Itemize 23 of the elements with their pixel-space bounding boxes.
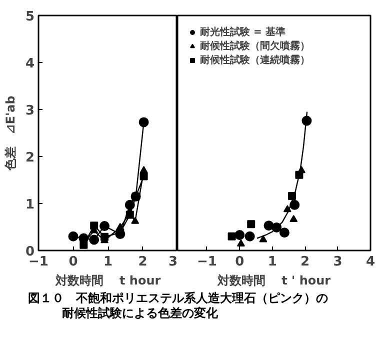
x-tick-label: 2	[300, 254, 310, 270]
x-axis-title: 対数時間 t hour	[54, 274, 161, 288]
x-tick-label: 0	[235, 254, 244, 270]
x-tick-label: 1	[268, 254, 277, 270]
y-tick-label: 2	[25, 150, 34, 166]
y-tick-label: 4	[25, 56, 34, 72]
x-axis-title: 対数時間 t ' hour	[216, 274, 331, 288]
text: 耐候性試験による色差の変化	[62, 305, 218, 322]
x-tick-label: 3	[333, 254, 342, 270]
legend-label: 耐光性試験 = 基準	[200, 26, 286, 39]
legend-label: 耐候性試験（連続噴霧）	[200, 54, 310, 67]
x-tick-label: 0	[68, 254, 78, 270]
legend-label: 耐候性試験（間欠噴霧）	[200, 40, 310, 53]
y-tick-label: 5	[25, 10, 34, 24]
x-tick-label: 3	[168, 254, 178, 270]
x-tick-label: 1	[103, 254, 113, 270]
x-tick-label: 4	[366, 254, 376, 270]
x-tick-label: −1	[196, 254, 217, 270]
y-axis-title: 色差 ⊿E'ab	[3, 95, 18, 172]
x-tick-label: 2	[138, 254, 148, 270]
y-tick-label: 3	[25, 104, 34, 118]
y-tick-label: 1	[25, 198, 34, 212]
caption: 図１０ 不飽和ポリエステル系人造大理石（ピンク）の	[28, 290, 328, 306]
